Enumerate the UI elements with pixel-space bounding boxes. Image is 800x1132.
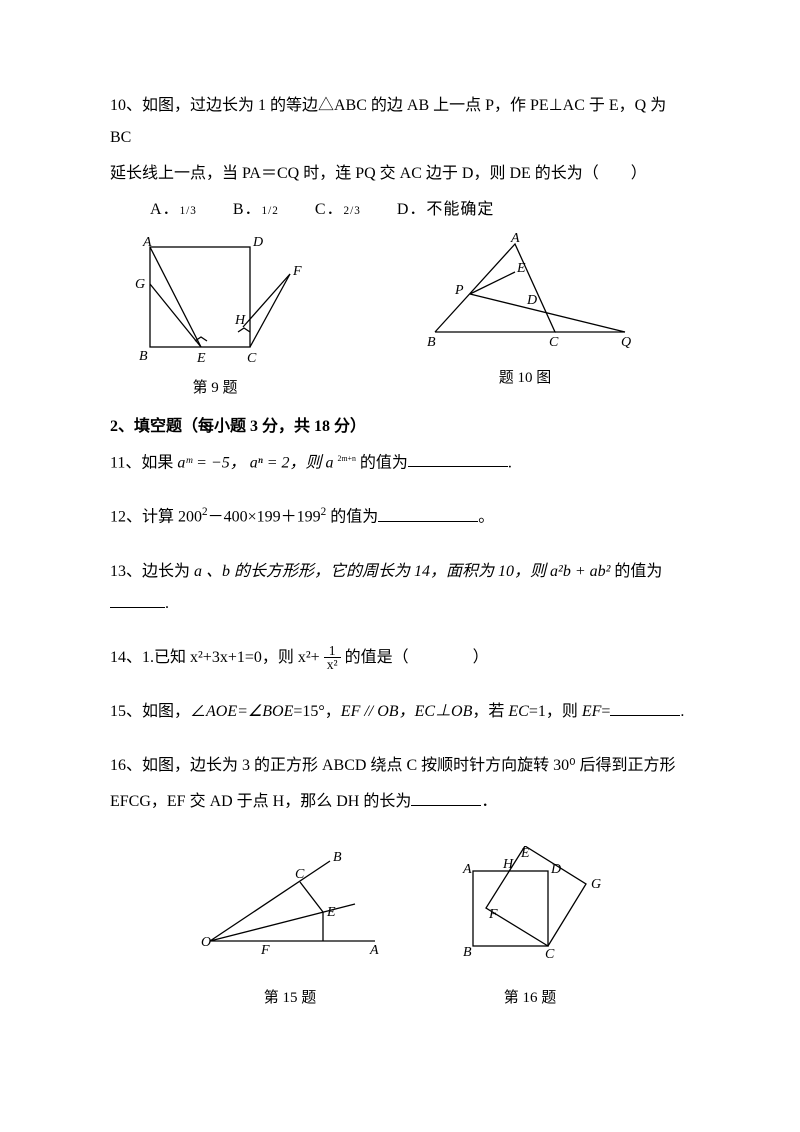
fig9-A: A <box>142 235 152 250</box>
opt-a-label: A． <box>150 201 180 218</box>
q11-tail: 的值为 <box>360 454 408 471</box>
fig15-box: O F A E C B <box>190 846 390 966</box>
figures-caption-row-2: 第 15 题 第 16 题 <box>110 982 690 1007</box>
opt-b-val: 1/2 <box>262 205 279 217</box>
q13-tail: 的值为 <box>614 563 662 580</box>
fig16-caption: 第 16 题 <box>450 986 610 1007</box>
q12-prefix: 12、计算 200 <box>110 509 202 526</box>
q14-den: x² <box>324 658 341 672</box>
q16-l2a: EFCG，EF 交 AD 于点 H，那么 DH 的长为 <box>110 793 411 810</box>
q14-t1: 14、1.已知 x²+3x+1=0，则 x²+ <box>110 649 324 666</box>
figures-row-2: O F A E C B A H <box>110 846 690 966</box>
fig10-C: C <box>549 335 559 350</box>
fig9-G: G <box>135 277 145 292</box>
q13-body: a 、b 的长方形形，它的周长为 14，面积为 10，则 <box>190 563 546 580</box>
fig9-H: H <box>234 313 246 328</box>
fig16-G: G <box>591 877 601 892</box>
fig16-svg: A H D E G F B C <box>453 846 608 966</box>
figures-row-1: A D G H F B E C 第 9 题 <box>110 232 690 397</box>
fig10-B: B <box>427 335 436 350</box>
q14-t2: 的值是（ ） <box>345 649 489 666</box>
q15-period: . <box>680 703 684 720</box>
q15-b2: EF // OB，EC⊥OB <box>341 703 473 720</box>
fig9-D: D <box>252 235 263 250</box>
fig9-box: A D G H F B E C 第 9 题 <box>120 232 310 397</box>
q14: 14、1.已知 x²+3x+1=0，则 x²+ 1 x² 的值是（ ） <box>110 642 690 674</box>
q10-options: A．1/3 B．1/2 C．2/3 D．不能确定 <box>110 194 690 226</box>
q16-l2b: ． <box>481 793 497 810</box>
fig10-A: A <box>510 232 520 246</box>
q15-mid: =15°， <box>293 703 340 720</box>
q15-ef: EF <box>582 703 602 720</box>
q15-ec: EC <box>508 703 528 720</box>
q12-tail: 的值为 <box>326 509 378 526</box>
fig9-svg: A D G H F B E C <box>125 232 305 372</box>
fig16-B: B <box>463 945 472 960</box>
q15: 15、如图，∠AOE=∠BOE=15°，EF // OB，EC⊥OB，若 EC=… <box>110 696 690 728</box>
fig16-D: D <box>550 862 561 877</box>
q12-period: 。 <box>478 509 494 526</box>
q12-mid: －400×199＋199 <box>208 509 321 526</box>
fig16-A: A <box>462 862 472 877</box>
opt-d-label: D．不能确定 <box>397 201 495 218</box>
opt-a-val: 1/3 <box>180 205 197 217</box>
q11-exp: 2m+n <box>338 454 356 463</box>
q11-blank <box>408 450 508 467</box>
q14-num: 1 <box>324 644 341 659</box>
fig9-E: E <box>196 351 206 366</box>
q10-line2: 延长线上一点，当 PA＝CQ 时，连 PQ 交 AC 边于 D，则 DE 的长为… <box>110 158 690 190</box>
q16-l1: 16、如图，边长为 3 的正方形 ABCD 绕点 C 按顺时针方向旋转 30⁰ … <box>110 750 690 782</box>
fig10-E: E <box>516 261 526 276</box>
fig16-C: C <box>545 947 555 962</box>
q15-b1: AOE=∠BOE <box>206 703 293 720</box>
q13-prefix: 13、边长为 <box>110 563 190 580</box>
fig16-F: F <box>488 907 498 922</box>
fig10-D: D <box>526 293 537 308</box>
fig10-P: P <box>454 283 464 298</box>
fig9-C: C <box>247 351 257 366</box>
q13-expr: a²b + ab² <box>546 563 614 580</box>
fig10-box: A E P D B C Q 题 10 图 <box>410 232 640 397</box>
fig15-E: E <box>326 905 336 920</box>
fig10-caption: 题 10 图 <box>410 366 640 387</box>
opt-c-val: 2/3 <box>344 205 361 217</box>
section2-head: 2、填空题（每小题 3 分，共 18 分） <box>110 411 690 443</box>
q15-eq: = <box>601 703 610 720</box>
fig10-Q: Q <box>621 335 631 350</box>
q11-prefix: 11、如果 <box>110 454 173 471</box>
fig15-caption: 第 15 题 <box>190 986 390 1007</box>
q13-period: . <box>165 595 169 612</box>
q13-blank <box>110 591 165 608</box>
fig15-svg: O F A E C B <box>195 846 385 956</box>
q16-l2: EFCG，EF 交 AD 于点 H，那么 DH 的长为 ． <box>110 786 690 818</box>
q15-prefix: 15、如图，∠ <box>110 703 206 720</box>
q13: 13、边长为 a 、b 的长方形形，它的周长为 14，面积为 10，则 a²b … <box>110 556 690 620</box>
fig15-F: F <box>260 943 270 956</box>
fig9-caption: 第 9 题 <box>120 376 310 397</box>
fig16-box: A H D E G F B C <box>450 846 610 966</box>
q12: 12、计算 2002－400×199＋1992 的值为。 <box>110 501 690 533</box>
q15-b3: ，若 <box>472 703 508 720</box>
q15-blank <box>610 699 680 716</box>
fig15-B: B <box>333 850 342 865</box>
fig16-E: E <box>520 846 530 861</box>
q15-b4: =1，则 <box>529 703 582 720</box>
q10-line1: 10、如图，过边长为 1 的等边△ABC 的边 AB 上一点 P，作 PE⊥AC… <box>110 90 690 154</box>
q16-blank <box>411 789 481 806</box>
fig9-F: F <box>292 264 302 279</box>
fig10-svg: A E P D B C Q <box>415 232 635 362</box>
fig16-H: H <box>502 857 514 872</box>
fig9-B: B <box>139 349 148 364</box>
q11: 11、如果 aᵐ = −5， aⁿ = 2，则 a 2m+n 的值为. <box>110 447 690 479</box>
q12-blank <box>378 505 478 522</box>
opt-c-label: C． <box>315 201 344 218</box>
q11-period: . <box>508 454 512 471</box>
opt-b-label: B． <box>233 201 262 218</box>
fig15-C: C <box>295 867 305 882</box>
fig15-O: O <box>201 935 211 950</box>
q14-frac: 1 x² <box>324 644 341 672</box>
fig15-A: A <box>369 943 379 956</box>
q11-body1: aᵐ = −5， aⁿ = 2，则 a <box>173 454 337 471</box>
